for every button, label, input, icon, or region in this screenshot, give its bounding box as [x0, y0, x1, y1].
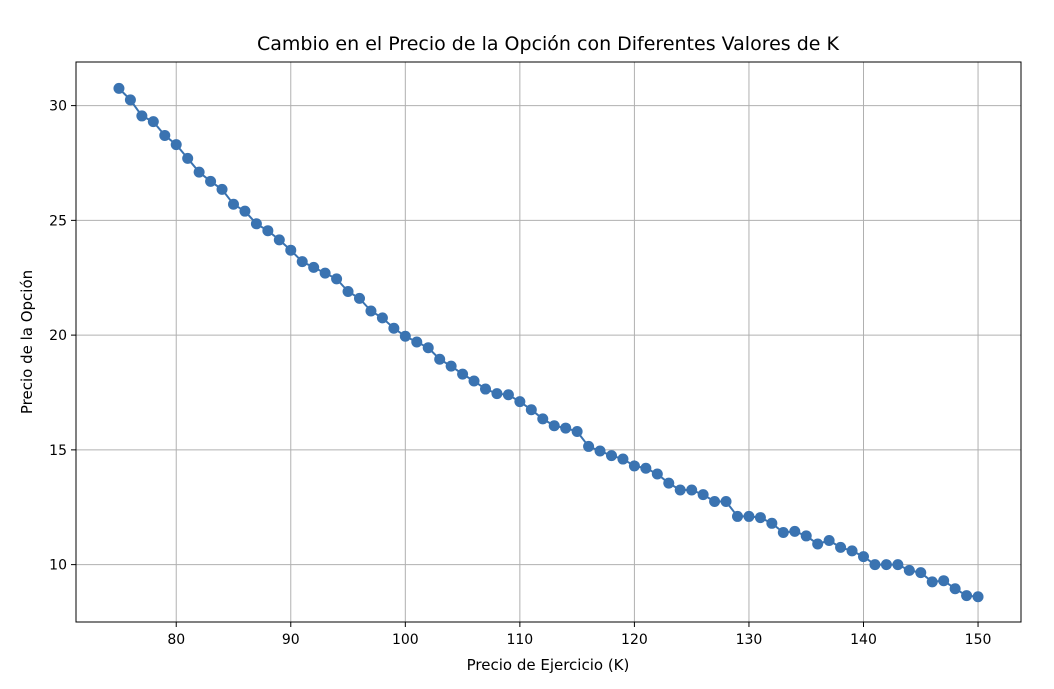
y-axis-label: Precio de la Opción	[18, 270, 36, 414]
data-point	[686, 484, 698, 496]
data-point	[640, 462, 652, 474]
data-point	[216, 183, 228, 195]
data-point	[434, 353, 446, 365]
y-tick-label: 20	[49, 328, 67, 344]
data-point	[617, 453, 629, 465]
data-point	[262, 225, 274, 237]
data-point	[468, 375, 480, 387]
data-point	[296, 256, 308, 268]
data-point	[457, 368, 469, 380]
data-point	[858, 551, 869, 563]
data-point	[720, 496, 732, 508]
data-point	[159, 129, 171, 141]
data-point	[365, 305, 377, 317]
y-tick-label: 30	[49, 99, 67, 115]
data-point	[285, 244, 297, 256]
data-point	[113, 82, 125, 94]
data-point	[892, 559, 904, 571]
data-point	[846, 545, 858, 557]
y-tick-label: 10	[49, 558, 67, 574]
data-point	[560, 422, 572, 434]
data-point	[205, 175, 217, 187]
data-point	[732, 510, 743, 522]
data-point	[903, 564, 915, 576]
data-point	[812, 538, 824, 550]
x-tick-label: 110	[506, 632, 533, 648]
x-tick-label: 80	[167, 632, 185, 648]
data-point	[445, 360, 457, 372]
data-point	[193, 166, 205, 178]
series-line	[118, 87, 979, 598]
data-point	[354, 292, 365, 304]
plot-frame	[75, 61, 1022, 623]
data-point	[926, 576, 938, 588]
data-point	[651, 468, 663, 480]
data-point	[663, 477, 675, 489]
data-point	[869, 559, 881, 571]
data-point	[674, 484, 686, 496]
data-point	[949, 583, 961, 595]
data-point	[880, 559, 892, 571]
data-point	[388, 322, 400, 334]
y-tick-label: 15	[49, 443, 67, 459]
data-point	[823, 535, 835, 547]
data-point	[571, 426, 583, 438]
data-point	[583, 440, 595, 452]
x-tick-label: 140	[850, 632, 877, 648]
x-tick-label: 90	[282, 632, 300, 648]
data-point	[789, 525, 801, 537]
data-point	[972, 591, 984, 603]
data-point	[628, 460, 640, 472]
data-point	[273, 234, 285, 246]
data-point	[491, 388, 503, 400]
data-point	[399, 330, 411, 342]
data-point	[319, 267, 331, 279]
data-point	[124, 94, 136, 106]
data-point	[548, 420, 560, 432]
ticks: 80 90 100 110 120 130 140 150 10 15 20 25 30	[49, 99, 991, 648]
grid	[76, 62, 1021, 622]
data-point	[606, 450, 617, 462]
data-point	[915, 567, 927, 579]
data-point	[411, 336, 423, 348]
x-tick-label: 130	[736, 632, 763, 648]
data-point	[938, 575, 950, 587]
data-point	[537, 413, 549, 425]
data-point	[594, 445, 606, 457]
data-point	[422, 342, 434, 354]
data-point	[754, 512, 766, 524]
y-tick-label: 25	[49, 213, 67, 229]
data-point	[514, 396, 526, 408]
data-point	[376, 312, 388, 324]
series-layer	[113, 82, 984, 603]
data-point	[228, 198, 239, 210]
data-point	[342, 286, 354, 298]
data-point	[961, 590, 973, 602]
x-tick-label: 100	[392, 632, 419, 648]
data-point	[331, 273, 343, 285]
data-point	[239, 205, 251, 217]
data-point	[136, 110, 148, 122]
data-point	[480, 383, 491, 395]
data-point	[147, 116, 159, 128]
chart-title: Cambio en el Precio de la Opción con Dif…	[257, 33, 840, 55]
data-point	[250, 218, 262, 230]
data-point	[170, 139, 182, 151]
data-point	[777, 526, 789, 538]
data-point	[800, 530, 812, 542]
data-point	[697, 489, 709, 501]
data-point	[766, 517, 778, 529]
data-point	[743, 510, 755, 522]
data-point	[308, 261, 320, 273]
x-tick-label: 150	[965, 632, 992, 648]
data-point	[182, 152, 194, 164]
x-tick-label: 120	[621, 632, 648, 648]
x-axis-label: Precio de Ejercicio (K)	[467, 656, 630, 674]
data-point	[835, 541, 847, 553]
data-point	[709, 496, 721, 508]
data-point	[502, 389, 514, 401]
data-point	[525, 404, 537, 416]
